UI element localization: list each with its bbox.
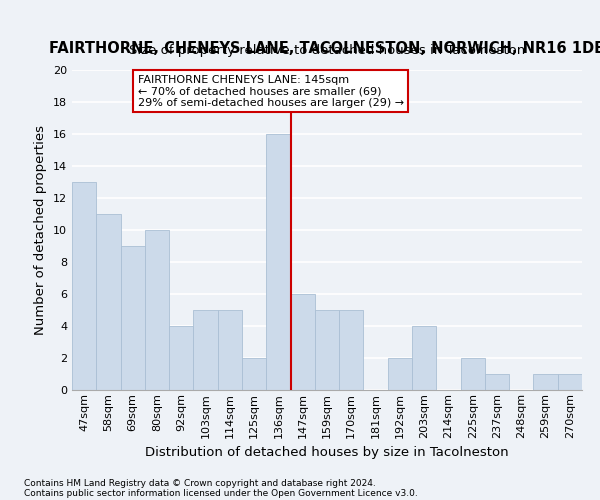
Bar (461, 358, 485, 390)
Bar (388, 358, 412, 390)
Y-axis label: Number of detached properties: Number of detached properties (34, 125, 47, 335)
Bar (558, 374, 582, 390)
Bar (169, 326, 193, 390)
Text: Contains HM Land Registry data © Crown copyright and database right 2024.: Contains HM Land Registry data © Crown c… (24, 478, 376, 488)
Bar (315, 310, 339, 390)
Bar (412, 326, 436, 390)
Text: FAIRTHORNE CHENEYS LANE: 145sqm
← 70% of detached houses are smaller (69)
29% of: FAIRTHORNE CHENEYS LANE: 145sqm ← 70% of… (137, 75, 404, 108)
Bar (533, 374, 558, 390)
Text: Contains public sector information licensed under the Open Government Licence v3: Contains public sector information licen… (24, 488, 418, 498)
Bar (121, 246, 145, 390)
Bar (145, 230, 169, 390)
X-axis label: Distribution of detached houses by size in Tacolneston: Distribution of detached houses by size … (145, 446, 509, 459)
Text: Size of property relative to detached houses in Tacolneston: Size of property relative to detached ho… (129, 44, 525, 57)
Title: FAIRTHORNE, CHENEYS LANE, TACOLNESTON, NORWICH, NR16 1DB: FAIRTHORNE, CHENEYS LANE, TACOLNESTON, N… (49, 42, 600, 56)
Bar (96, 214, 121, 390)
Bar (485, 374, 509, 390)
Bar (72, 182, 96, 390)
Bar (266, 134, 290, 390)
Bar (290, 294, 315, 390)
Bar (193, 310, 218, 390)
Bar (218, 310, 242, 390)
Bar (339, 310, 364, 390)
Bar (242, 358, 266, 390)
